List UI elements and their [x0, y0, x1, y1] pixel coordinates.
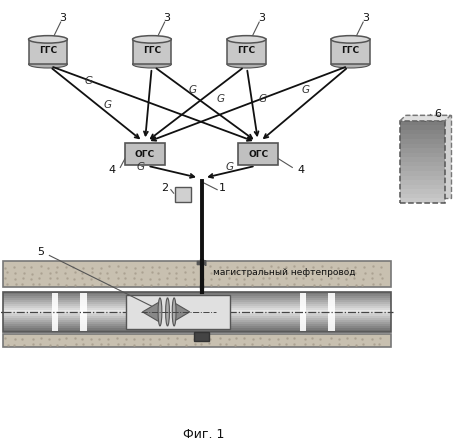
Bar [3, 292, 391, 332]
Bar [400, 121, 445, 125]
Text: G: G [226, 162, 234, 173]
Text: G: G [259, 94, 267, 103]
Bar [400, 166, 445, 171]
Text: ГГС: ГГС [143, 46, 161, 55]
Bar [406, 116, 451, 198]
Bar [300, 293, 307, 330]
Text: ОГС: ОГС [248, 149, 268, 159]
Text: G: G [188, 85, 196, 95]
Bar [3, 261, 391, 288]
Bar [400, 189, 445, 194]
Text: 3: 3 [258, 13, 265, 24]
Text: 1: 1 [219, 183, 225, 193]
Bar [3, 304, 391, 306]
Text: 4: 4 [297, 165, 304, 175]
Text: ГГС: ГГС [237, 46, 255, 55]
Bar [400, 153, 445, 157]
Bar [400, 185, 445, 189]
FancyBboxPatch shape [331, 39, 370, 64]
Bar [400, 121, 445, 203]
Text: 3: 3 [362, 13, 369, 24]
Bar [400, 180, 445, 185]
Bar [400, 125, 445, 130]
Polygon shape [400, 116, 451, 121]
Text: 5: 5 [37, 247, 45, 257]
Text: 6: 6 [434, 109, 441, 119]
Bar [3, 306, 391, 308]
Text: магистральный нефтепровод: магистральный нефтепровод [213, 268, 356, 277]
Text: ОГС: ОГС [135, 149, 155, 159]
Text: 3: 3 [60, 13, 66, 24]
Bar [3, 330, 391, 332]
Bar [3, 316, 391, 318]
Bar [3, 308, 391, 310]
Bar [400, 171, 445, 176]
Bar [3, 314, 391, 316]
FancyBboxPatch shape [174, 186, 191, 202]
Bar [400, 157, 445, 162]
Bar [194, 332, 209, 341]
Bar [400, 176, 445, 180]
Text: ГГС: ГГС [39, 46, 57, 55]
Bar [400, 139, 445, 144]
Bar [3, 326, 391, 328]
Ellipse shape [331, 36, 370, 43]
Bar [3, 296, 391, 298]
Bar [3, 334, 391, 347]
Bar [3, 320, 391, 322]
Text: G: G [103, 100, 111, 110]
FancyBboxPatch shape [227, 39, 266, 64]
Bar [400, 148, 445, 153]
Bar [400, 162, 445, 166]
FancyBboxPatch shape [28, 39, 67, 64]
Bar [3, 300, 391, 302]
Polygon shape [143, 302, 159, 322]
Ellipse shape [158, 298, 162, 326]
Text: G: G [136, 162, 144, 173]
Ellipse shape [172, 298, 176, 326]
Ellipse shape [227, 36, 266, 43]
Text: 3: 3 [164, 13, 171, 24]
Ellipse shape [133, 36, 171, 43]
Bar [400, 198, 445, 203]
Ellipse shape [227, 61, 266, 68]
Bar [126, 294, 230, 329]
Bar [3, 312, 391, 314]
Bar [328, 293, 335, 330]
Ellipse shape [133, 61, 171, 68]
Bar [3, 328, 391, 330]
Bar [3, 302, 391, 304]
Text: G: G [301, 85, 310, 95]
FancyBboxPatch shape [125, 143, 165, 165]
Bar [3, 318, 391, 320]
FancyBboxPatch shape [133, 39, 171, 64]
Bar [3, 322, 391, 324]
Bar [400, 144, 445, 148]
Bar [52, 293, 58, 330]
Bar [3, 324, 391, 326]
Text: G: G [84, 76, 92, 86]
Polygon shape [173, 302, 190, 322]
Bar [400, 134, 445, 139]
Text: G: G [217, 94, 225, 103]
Ellipse shape [165, 298, 169, 326]
Text: 4: 4 [108, 165, 115, 175]
Ellipse shape [331, 61, 370, 68]
Bar [80, 293, 87, 330]
FancyBboxPatch shape [238, 143, 278, 165]
Bar [3, 294, 391, 296]
Ellipse shape [28, 61, 67, 68]
Bar [400, 130, 445, 134]
Bar [3, 292, 391, 294]
Bar [400, 194, 445, 198]
Bar [3, 298, 391, 300]
Text: Фиг. 1: Фиг. 1 [183, 428, 225, 441]
Ellipse shape [28, 36, 67, 43]
Bar [3, 310, 391, 312]
Text: ГГС: ГГС [341, 46, 359, 55]
Text: 2: 2 [162, 183, 169, 193]
